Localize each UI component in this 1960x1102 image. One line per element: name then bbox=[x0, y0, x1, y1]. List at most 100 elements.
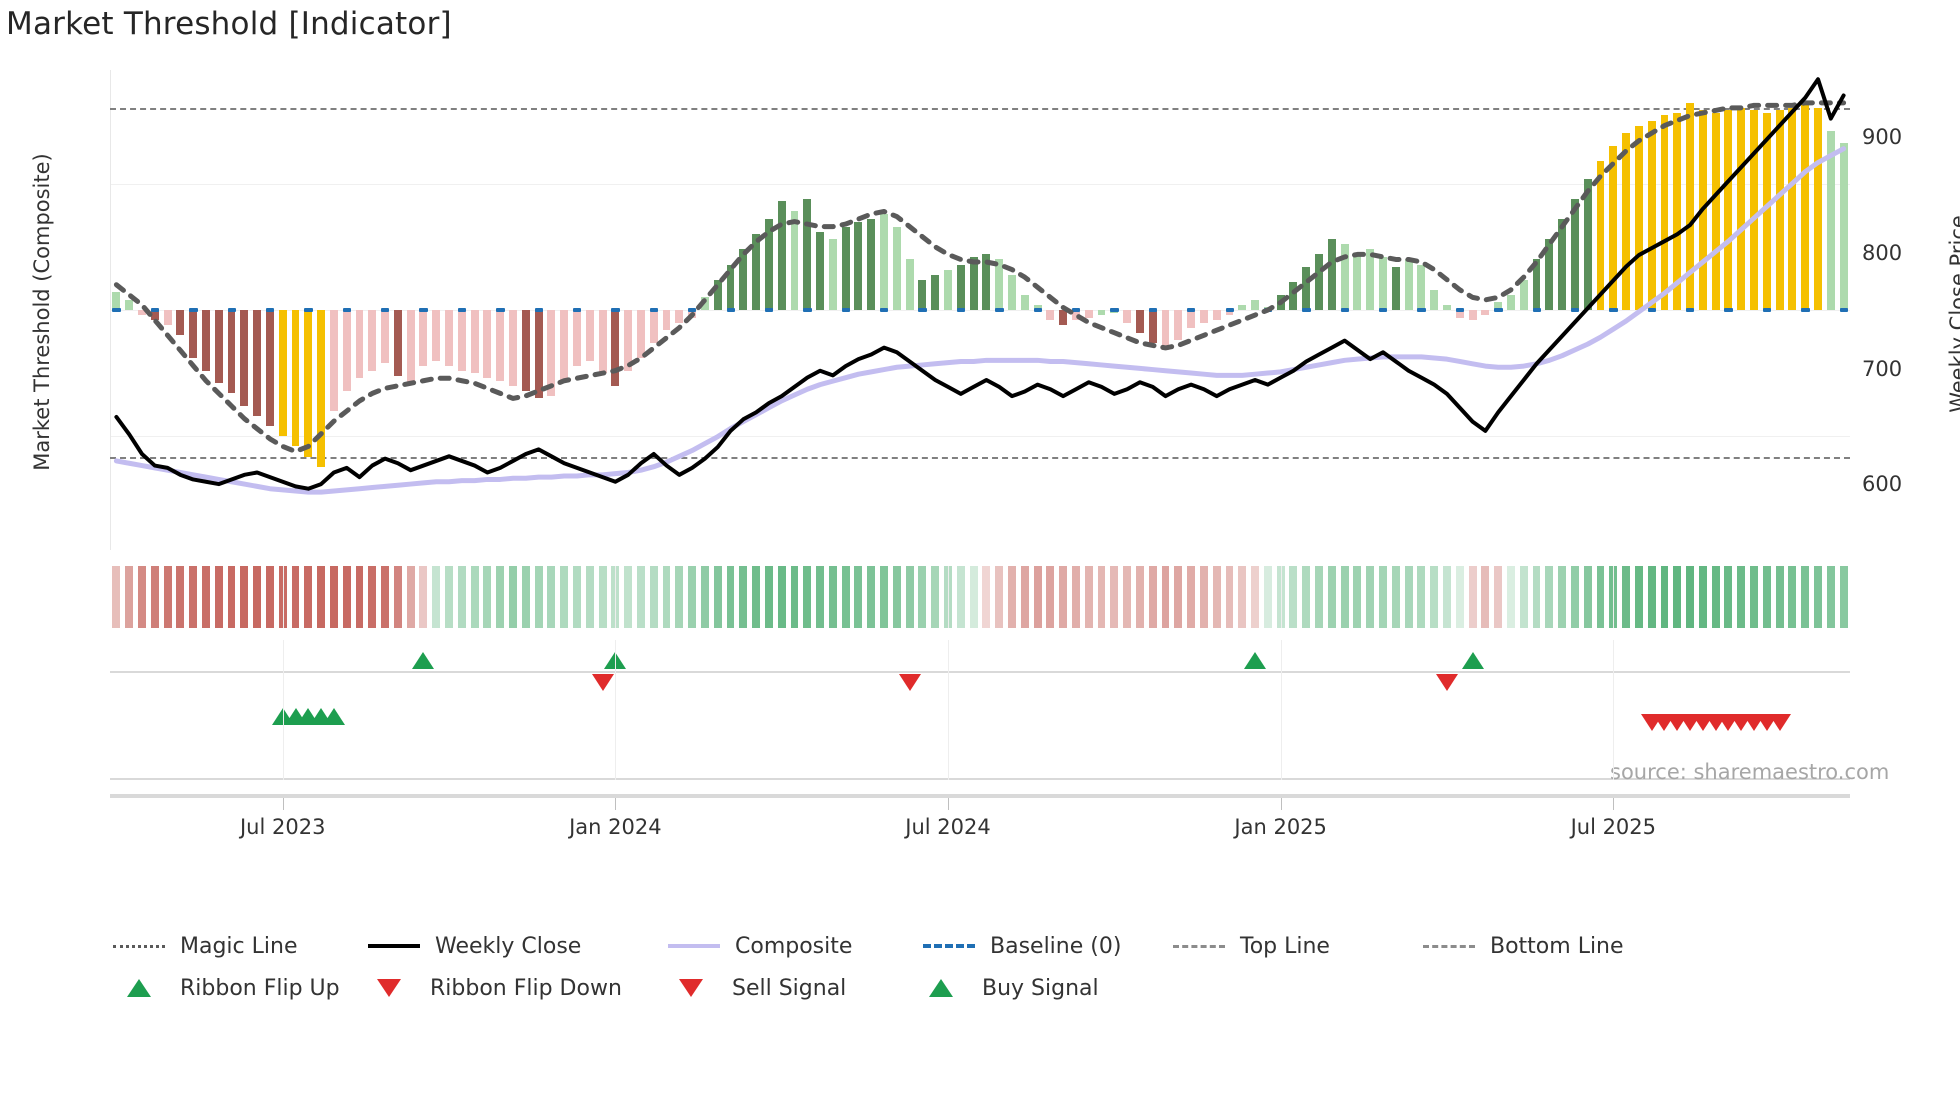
ribbon-cell bbox=[995, 566, 1004, 628]
ribbon-cell bbox=[624, 566, 633, 628]
histogram-bar bbox=[1481, 310, 1490, 316]
ribbon-cell bbox=[1187, 566, 1196, 628]
histogram-bar bbox=[1839, 143, 1848, 310]
x-axis-tick-label: Jul 2024 bbox=[905, 815, 991, 839]
histogram-bar bbox=[1302, 267, 1311, 310]
histogram-bar bbox=[406, 310, 415, 384]
ribbon-cell bbox=[1199, 566, 1208, 628]
ribbon-cell bbox=[1583, 566, 1592, 628]
green-triangle-up-icon bbox=[912, 977, 970, 999]
ribbon-cell bbox=[1647, 566, 1656, 628]
row-guide bbox=[948, 700, 949, 780]
ribbon-cell bbox=[393, 566, 402, 628]
baseline-segment bbox=[1033, 308, 1042, 312]
row-guide bbox=[282, 700, 284, 780]
main-plot-area bbox=[110, 70, 1850, 550]
ribbon-cell bbox=[1596, 566, 1605, 628]
composite-line bbox=[113, 146, 1847, 495]
baseline-segment bbox=[1110, 308, 1119, 312]
legend-item[interactable]: Weekly Close bbox=[365, 934, 665, 959]
chart-legend: Magic Line Weekly Close Composite Baseline … bbox=[110, 925, 1850, 1009]
ribbon-cell bbox=[457, 566, 466, 628]
x-axis-tick-label: Jan 2024 bbox=[569, 815, 662, 839]
histogram-bar bbox=[1059, 310, 1068, 326]
histogram-bar bbox=[573, 310, 581, 366]
ribbon-cell bbox=[1737, 566, 1746, 628]
legend-item[interactable]: Magic Line bbox=[110, 934, 365, 959]
histogram-bar bbox=[1801, 105, 1810, 310]
dotted-gray-line-icon bbox=[110, 935, 168, 957]
histogram-bar bbox=[1097, 310, 1106, 316]
legend-item[interactable]: Bottom Line bbox=[1420, 934, 1660, 959]
ribbon-cell bbox=[1558, 566, 1567, 628]
histogram-bar bbox=[1443, 304, 1451, 310]
ribbon-cell bbox=[1135, 566, 1144, 628]
ribbon-cell bbox=[227, 566, 236, 628]
legend-item[interactable]: Top Line bbox=[1170, 934, 1420, 959]
histogram-bar bbox=[1084, 310, 1093, 318]
legend-item[interactable]: Buy Signal bbox=[912, 976, 1162, 1001]
histogram-bar bbox=[253, 310, 262, 417]
baseline-segment bbox=[1340, 308, 1349, 312]
baseline-segment bbox=[265, 308, 275, 312]
ribbon-cell bbox=[1008, 566, 1016, 628]
ribbon-cell bbox=[1724, 566, 1733, 628]
histogram-bar bbox=[803, 198, 812, 310]
solid-lavender-line-icon bbox=[665, 935, 723, 957]
x-axis-tick bbox=[282, 798, 284, 810]
histogram-bar bbox=[1238, 304, 1247, 310]
x-axis-tick-label: Jul 2023 bbox=[239, 815, 326, 839]
legend-item[interactable]: Sell Signal bbox=[662, 976, 912, 1001]
row-guide bbox=[1280, 640, 1282, 702]
ribbon-cell bbox=[1238, 566, 1247, 628]
ribbon-cell bbox=[1750, 566, 1758, 628]
row-guide bbox=[948, 640, 949, 702]
threshold-line bbox=[110, 456, 1850, 459]
histogram-bar bbox=[1532, 259, 1541, 310]
ribbon-cell bbox=[1366, 566, 1375, 628]
ribbon-cell bbox=[112, 566, 121, 628]
ribbon-cell bbox=[406, 566, 415, 628]
histogram-bar bbox=[1711, 112, 1720, 310]
ribbon-cell bbox=[662, 566, 671, 628]
ribbon-cell bbox=[1302, 566, 1311, 628]
legend-item[interactable]: Ribbon Flip Down bbox=[360, 976, 662, 1001]
ribbon-cell bbox=[585, 566, 594, 628]
baseline-segment bbox=[649, 308, 659, 312]
histogram-bar bbox=[1673, 112, 1682, 310]
ribbon-cell bbox=[905, 566, 914, 628]
histogram-bar bbox=[1148, 310, 1157, 343]
baseline-segment bbox=[611, 308, 620, 312]
histogram-bar bbox=[752, 234, 761, 310]
green-triangle-up-icon bbox=[110, 977, 168, 999]
histogram-bar bbox=[1545, 239, 1554, 310]
ribbon-cell bbox=[189, 566, 198, 628]
solid-black-line-icon bbox=[365, 935, 423, 957]
ribbon-strength-strip bbox=[110, 566, 1850, 628]
ribbon-cell bbox=[1506, 566, 1515, 628]
ribbon-cell bbox=[253, 566, 262, 628]
histogram-bar bbox=[828, 239, 837, 310]
histogram-bar bbox=[163, 310, 172, 326]
row-guide bbox=[1613, 640, 1615, 702]
legend-item[interactable]: Baseline (0) bbox=[920, 934, 1170, 959]
histogram-bar bbox=[1353, 254, 1362, 310]
ribbon-cell bbox=[1020, 566, 1029, 628]
baseline-segment bbox=[1494, 308, 1503, 312]
histogram-bar bbox=[585, 310, 594, 361]
ribbon-cell bbox=[1455, 566, 1464, 628]
ribbon-cell bbox=[521, 566, 530, 628]
histogram-bar bbox=[1046, 310, 1055, 321]
baseline-segment bbox=[1417, 308, 1426, 312]
row-guide bbox=[1280, 700, 1282, 780]
ribbon-cell bbox=[598, 566, 607, 628]
legend-item[interactable]: Composite bbox=[665, 934, 920, 959]
ribbon-cell bbox=[1263, 566, 1272, 628]
histogram-bar bbox=[931, 274, 940, 310]
baseline-segment bbox=[150, 308, 160, 312]
ribbon-cell bbox=[201, 566, 210, 628]
legend-item[interactable]: Ribbon Flip Up bbox=[110, 976, 360, 1001]
ribbon-cell bbox=[1110, 566, 1119, 628]
ribbon-cell bbox=[777, 566, 786, 628]
row-guide bbox=[1613, 566, 1615, 628]
